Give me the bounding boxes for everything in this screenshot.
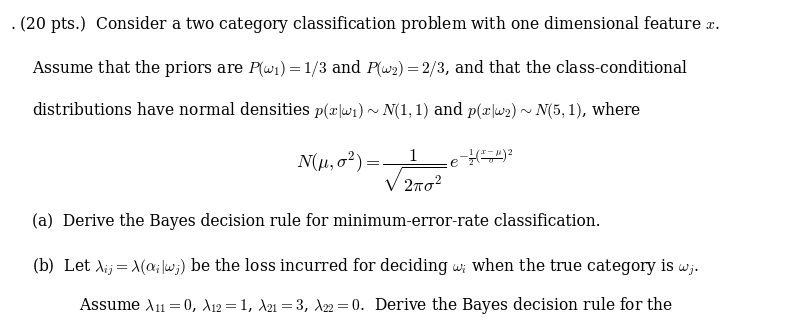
Text: distributions have normal densities $p(x|\omega_1) \sim N(1, 1)$ and $p(x|\omega: distributions have normal densities $p(x… (32, 100, 642, 120)
Text: $N(\mu, \sigma^2) = \dfrac{1}{\sqrt{2\pi\sigma^2}}\,e^{-\frac{1}{2}\left(\frac{x: $N(\mu, \sigma^2) = \dfrac{1}{\sqrt{2\pi… (296, 148, 514, 195)
Text: Assume that the priors are $P(\omega_1) = 1/3$ and $P(\omega_2) = 2/3$, and that: Assume that the priors are $P(\omega_1) … (32, 58, 688, 79)
Text: (b)  Let $\lambda_{ij} = \lambda(\alpha_i|\omega_j)$ be the loss incurred for de: (b) Let $\lambda_{ij} = \lambda(\alpha_i… (32, 256, 699, 278)
Text: Assume $\lambda_{11} = 0$, $\lambda_{12} = 1$, $\lambda_{21} = 3$, $\lambda_{22}: Assume $\lambda_{11} = 0$, $\lambda_{12}… (79, 295, 673, 316)
Text: . (20 pts.)  Consider a two category classification problem with one dimensional: . (20 pts.) Consider a two category clas… (10, 14, 719, 35)
Text: (a)  Derive the Bayes decision rule for minimum-error-rate classification.: (a) Derive the Bayes decision rule for m… (32, 213, 601, 230)
